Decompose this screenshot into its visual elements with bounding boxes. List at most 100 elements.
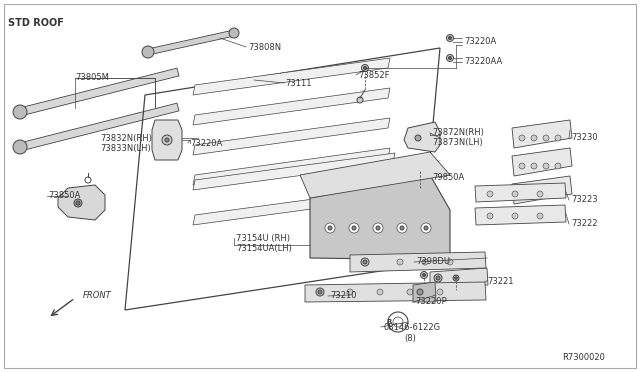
Circle shape	[487, 213, 493, 219]
Circle shape	[363, 260, 367, 264]
Text: 73833N(LH): 73833N(LH)	[100, 144, 151, 153]
Circle shape	[543, 191, 549, 197]
Circle shape	[453, 275, 459, 281]
Circle shape	[377, 289, 383, 295]
Circle shape	[364, 67, 367, 70]
Text: 73850A: 73850A	[48, 192, 81, 201]
Circle shape	[531, 191, 537, 197]
Text: 73111: 73111	[285, 78, 312, 87]
Polygon shape	[305, 282, 486, 302]
Text: 73832N(RH): 73832N(RH)	[100, 134, 152, 142]
Circle shape	[419, 167, 422, 170]
Polygon shape	[475, 205, 566, 225]
Polygon shape	[193, 188, 395, 225]
Text: 73220A: 73220A	[190, 138, 222, 148]
Circle shape	[76, 201, 80, 205]
Circle shape	[318, 290, 322, 294]
Text: 73220A: 73220A	[464, 38, 496, 46]
Circle shape	[487, 191, 493, 197]
Polygon shape	[193, 88, 390, 125]
Circle shape	[349, 223, 359, 233]
Text: FRONT: FRONT	[83, 292, 112, 301]
Circle shape	[447, 55, 454, 61]
Circle shape	[347, 289, 353, 295]
Circle shape	[400, 226, 404, 230]
Circle shape	[436, 276, 440, 280]
Text: 73808N: 73808N	[248, 42, 281, 51]
Circle shape	[13, 105, 27, 119]
Circle shape	[357, 97, 363, 103]
Circle shape	[424, 226, 428, 230]
Circle shape	[74, 199, 82, 207]
Circle shape	[543, 135, 549, 141]
Circle shape	[415, 135, 421, 141]
Circle shape	[361, 258, 369, 266]
Text: 73154UA(LH): 73154UA(LH)	[236, 244, 292, 253]
Circle shape	[555, 163, 561, 169]
Text: STD ROOF: STD ROOF	[8, 18, 64, 28]
Circle shape	[519, 163, 525, 169]
Polygon shape	[147, 30, 235, 55]
Circle shape	[417, 289, 423, 295]
Text: 73805M: 73805M	[75, 74, 109, 83]
Text: 73154U (RH): 73154U (RH)	[236, 234, 290, 243]
Text: 73221: 73221	[487, 278, 513, 286]
Circle shape	[531, 135, 537, 141]
Polygon shape	[193, 118, 390, 155]
Text: 73220AA: 73220AA	[464, 58, 502, 67]
Circle shape	[316, 288, 324, 296]
Polygon shape	[300, 152, 450, 198]
Text: 08146-6122G: 08146-6122G	[383, 323, 440, 331]
Circle shape	[362, 64, 369, 71]
Polygon shape	[350, 252, 486, 272]
Circle shape	[537, 213, 543, 219]
Polygon shape	[512, 176, 572, 204]
Text: B: B	[387, 319, 392, 325]
Circle shape	[434, 274, 442, 282]
Polygon shape	[58, 185, 105, 220]
Circle shape	[519, 191, 525, 197]
Circle shape	[397, 223, 407, 233]
Circle shape	[162, 135, 172, 145]
Circle shape	[165, 138, 169, 142]
Polygon shape	[193, 153, 395, 190]
Circle shape	[447, 35, 454, 42]
Circle shape	[537, 191, 543, 197]
Polygon shape	[19, 103, 179, 151]
Text: 73852F: 73852F	[358, 71, 390, 80]
Polygon shape	[404, 122, 440, 152]
Circle shape	[512, 191, 518, 197]
Polygon shape	[19, 68, 179, 116]
Circle shape	[376, 226, 380, 230]
Polygon shape	[512, 120, 572, 148]
Circle shape	[352, 226, 356, 230]
Circle shape	[422, 259, 428, 265]
Circle shape	[328, 226, 332, 230]
Text: 73223: 73223	[571, 196, 598, 205]
Text: 73872N(RH): 73872N(RH)	[432, 128, 484, 138]
Circle shape	[519, 135, 525, 141]
Circle shape	[555, 191, 561, 197]
Circle shape	[421, 223, 431, 233]
Circle shape	[449, 36, 451, 39]
Text: R7300020: R7300020	[562, 353, 605, 362]
Circle shape	[455, 277, 457, 279]
Circle shape	[373, 223, 383, 233]
Text: 73210: 73210	[330, 292, 356, 301]
Text: 73873N(LH): 73873N(LH)	[432, 138, 483, 148]
Text: (8): (8)	[404, 334, 416, 343]
Circle shape	[437, 289, 443, 295]
Circle shape	[449, 57, 451, 60]
Polygon shape	[310, 175, 450, 260]
Circle shape	[229, 28, 239, 38]
Circle shape	[555, 135, 561, 141]
Polygon shape	[475, 183, 566, 202]
Circle shape	[325, 223, 335, 233]
Circle shape	[13, 140, 27, 154]
Circle shape	[531, 163, 537, 169]
Circle shape	[543, 163, 549, 169]
Text: 73222: 73222	[571, 219, 598, 228]
Circle shape	[407, 289, 413, 295]
Polygon shape	[193, 148, 390, 185]
Circle shape	[422, 273, 426, 276]
